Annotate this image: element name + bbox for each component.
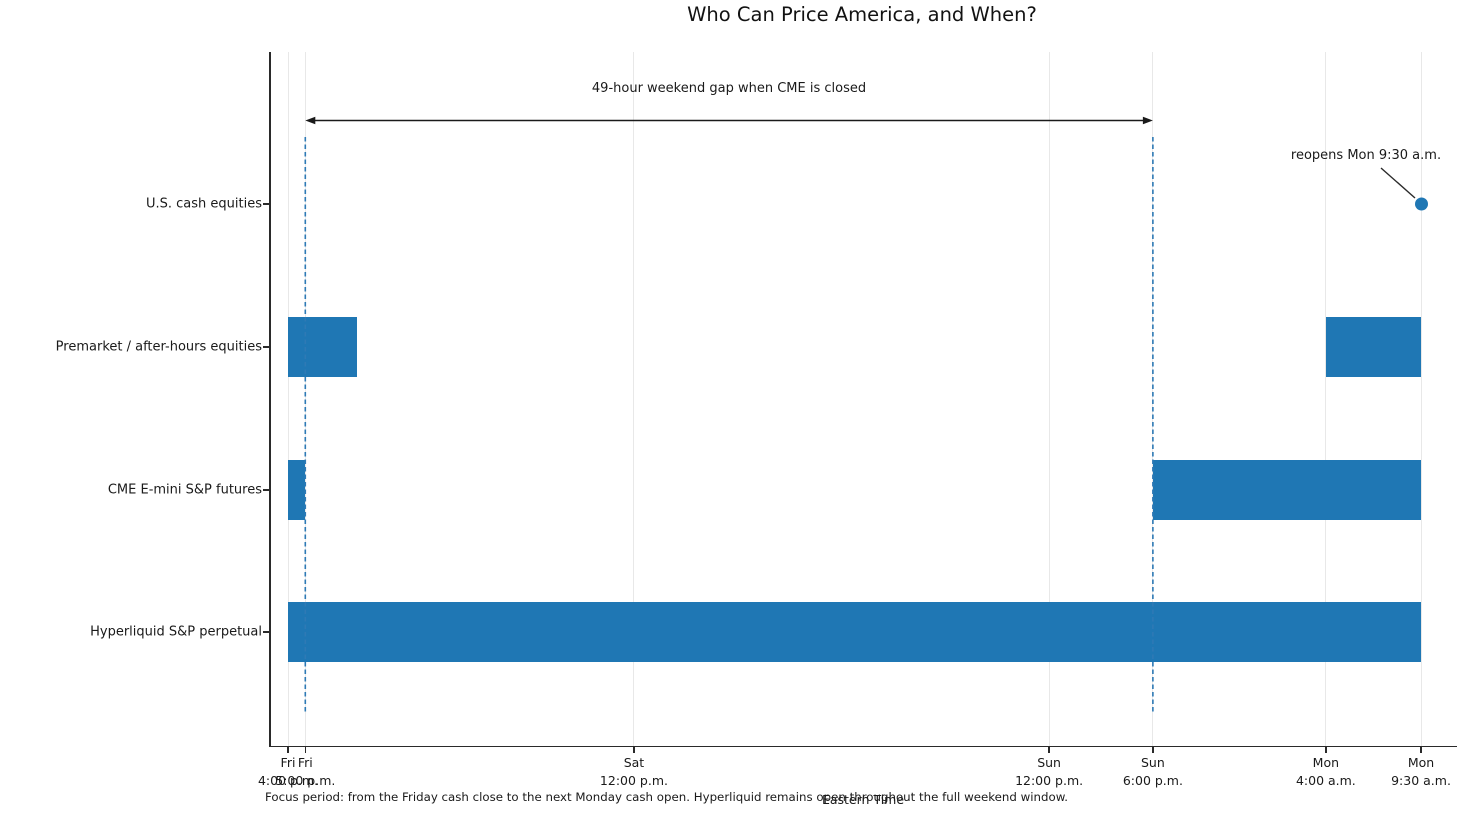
x-tick-time: 6:00 p.m. (1122, 773, 1183, 788)
gap-annotation-label: 49-hour weekend gap when CME is closed (591, 81, 867, 96)
y-tick-label: Hyperliquid S&P perpetual (90, 624, 262, 640)
x-tick-label: Mon 9:30 a.m. (1391, 754, 1451, 790)
x-tick-day: Sat (623, 755, 645, 770)
session-bar (288, 317, 358, 377)
x-tick-label: Fri 4:00 p.m. (258, 754, 318, 790)
x-tick-mark (1152, 746, 1154, 753)
x-gridline (1325, 52, 1327, 746)
y-tick-mark (263, 631, 270, 633)
reopen-marker-dot (1415, 197, 1428, 211)
y-tick-label: CME E-mini S&P futures (107, 482, 262, 498)
x-tick-label: Fri 5:00 p.m. (275, 754, 335, 790)
x-tick-time: 4:00 p.m. (257, 773, 319, 788)
x-tick-day: Sun (1037, 755, 1061, 770)
x-tick-time: 12:00 p.m. (1015, 773, 1084, 788)
gap-arrow-head-right (1142, 116, 1153, 125)
x-tick-label: Mon 4:00 a.m. (1296, 754, 1356, 790)
y-tick-mark (263, 489, 270, 491)
session-bar (1152, 460, 1421, 520)
x-tick-day: Sun (1140, 755, 1165, 770)
x-gridline (287, 52, 289, 746)
x-tick-time: 12:00 p.m. (599, 773, 668, 788)
gap-arrow-head-left (305, 116, 316, 125)
session-bar (1325, 317, 1421, 377)
y-axis-spine (269, 52, 271, 746)
x-tick-label: Sat 12:00 p.m. (600, 754, 668, 790)
x-tick-mark (304, 746, 306, 753)
x-tick-time: 4:00 a.m. (1295, 773, 1356, 788)
session-bar (288, 602, 1421, 662)
x-tick-day: Fri (280, 755, 296, 770)
x-tick-mark (287, 746, 289, 753)
x-tick-mark (1048, 746, 1050, 753)
x-tick-day: Mon (1312, 755, 1340, 770)
x-tick-mark (1420, 746, 1422, 753)
reopen-annotation-label: reopens Mon 9:30 a.m. (1290, 148, 1442, 163)
x-axis-label: Eastern Time (821, 792, 905, 807)
x-tick-time: 9:30 a.m. (1391, 773, 1451, 788)
x-tick-mark (1325, 746, 1327, 753)
x-tick-day: Mon (1407, 755, 1435, 770)
caption: Focus period: from the Friday cash close… (265, 790, 1069, 804)
x-tick-mark (633, 746, 635, 753)
x-gridline (633, 52, 635, 746)
y-tick-mark (263, 203, 270, 205)
chart-title: Who Can Price America, and When? (687, 3, 1037, 26)
x-tick-label: Sun 12:00 p.m. (1015, 754, 1083, 790)
x-gridline (1420, 52, 1422, 746)
reopen-pointer-line (1380, 167, 1416, 199)
y-tick-mark (263, 346, 270, 348)
x-axis-spine (269, 745, 1457, 747)
x-tick-label: Sun 6:00 p.m. (1123, 754, 1183, 790)
x-tick-day: Fri (297, 755, 313, 770)
x-gridline (1048, 52, 1050, 746)
session-bar (288, 460, 306, 520)
x-tick-time: 5:00 p.m. (275, 773, 336, 788)
y-tick-label: Premarket / after-hours equities (55, 339, 262, 355)
y-tick-label: U.S. cash equities (145, 196, 262, 212)
